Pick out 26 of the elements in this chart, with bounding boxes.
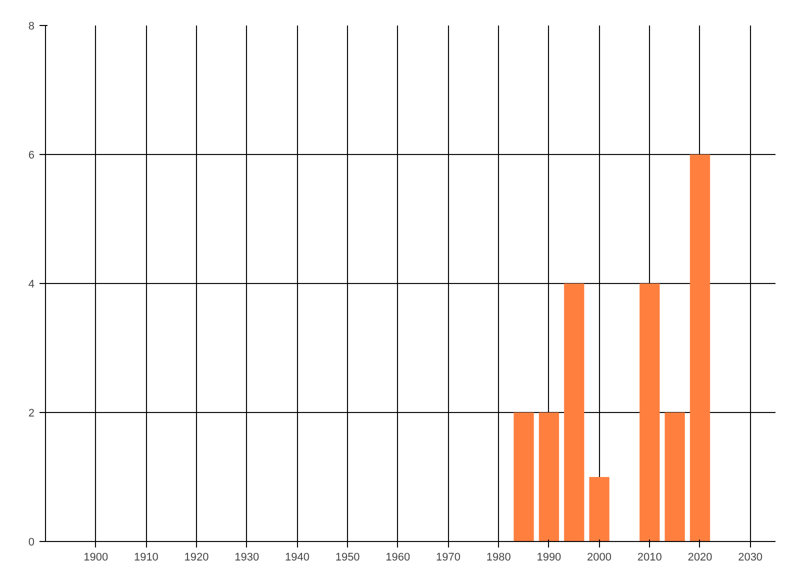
y-tick-label: 8 — [28, 20, 35, 32]
x-tick-label: 1900 — [84, 552, 108, 564]
x-tick-label: 2030 — [738, 552, 763, 564]
y-tick-label: 2 — [28, 408, 35, 420]
bar — [538, 412, 560, 542]
bar — [664, 412, 685, 542]
x-tick-label: 2000 — [587, 552, 612, 564]
x-tick-label: 2020 — [688, 552, 712, 564]
x-tick-label: 1920 — [184, 552, 209, 564]
x-tick-label: 1970 — [436, 552, 461, 564]
x-tick-label: 1960 — [386, 552, 410, 564]
x-tick-label: 2010 — [637, 552, 662, 564]
bar — [690, 154, 710, 542]
bar — [640, 284, 660, 542]
bar — [514, 412, 534, 542]
x-tick-label: 1910 — [134, 552, 158, 564]
y-tick-label: 4 — [28, 278, 35, 290]
x-tick-label: 1950 — [335, 552, 360, 564]
y-tick-label: 6 — [28, 150, 35, 162]
bar — [564, 284, 584, 542]
x-tick-label: 1990 — [536, 552, 562, 564]
x-tick-label: 1930 — [234, 552, 260, 564]
x-tick-label: 1980 — [486, 552, 511, 564]
bar — [589, 477, 610, 542]
y-tick-label: 0 — [28, 536, 35, 548]
x-tick-label: 1940 — [284, 552, 310, 564]
